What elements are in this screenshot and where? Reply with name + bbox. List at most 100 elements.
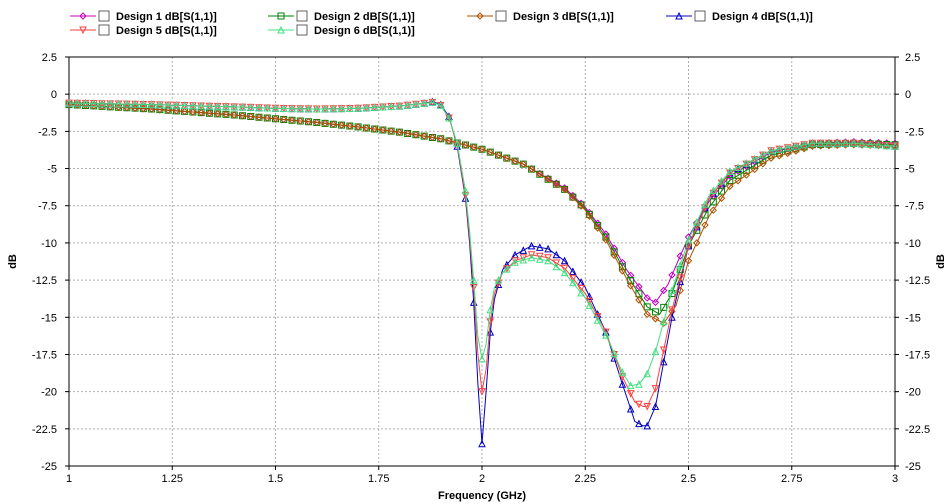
series-marker — [502, 265, 511, 273]
legend-item-design-6[interactable]: Design 6 dB[S(1,1)] — [268, 24, 415, 37]
series-marker — [643, 310, 651, 319]
legend-item-design-3[interactable]: Design 3 dB[S(1,1)] — [467, 10, 614, 23]
series-marker — [552, 259, 561, 268]
series-marker — [123, 100, 131, 108]
series-marker — [296, 104, 305, 113]
series-marker — [602, 236, 610, 244]
legend-checkbox[interactable] — [98, 10, 110, 22]
series-marker — [651, 385, 660, 393]
y-tick-label: 2.5 — [42, 52, 57, 64]
series-marker — [370, 125, 379, 133]
series-marker — [362, 124, 371, 132]
y-tick-label-right: -25 — [905, 461, 921, 473]
series-marker — [800, 140, 808, 149]
legend-item-design-4[interactable]: Design 4 dB[S(1,1)] — [666, 10, 813, 23]
series-marker — [610, 251, 618, 260]
legend-checkbox[interactable] — [296, 10, 308, 22]
series-marker — [395, 101, 404, 110]
legend: Design 1 dB[S(1,1)] Design 2 dB[S(1,1)] De… — [70, 10, 813, 37]
series-marker — [428, 133, 437, 142]
x-tick-label: 2.75 — [781, 473, 802, 485]
series-marker — [470, 143, 478, 151]
series-marker — [750, 165, 759, 174]
series-marker — [519, 254, 528, 262]
x-tick-label: 3 — [892, 473, 898, 485]
series-marker — [527, 165, 536, 173]
series-marker — [676, 252, 684, 260]
series-marker — [610, 349, 618, 358]
series-marker — [197, 108, 205, 117]
legend-item-design-2[interactable]: Design 2 dB[S(1,1)] — [268, 10, 415, 23]
series-marker — [585, 210, 593, 218]
series-marker — [296, 117, 304, 125]
series-marker — [536, 255, 544, 263]
series-marker — [659, 346, 668, 355]
legend-checkbox[interactable] — [694, 10, 706, 22]
series-marker — [197, 101, 205, 110]
series-marker — [354, 104, 362, 112]
series-marker — [370, 103, 379, 111]
series-marker — [552, 250, 561, 259]
series-marker — [783, 149, 792, 158]
legend-checkbox[interactable] — [495, 10, 507, 22]
series-marker — [503, 154, 511, 162]
legend-checkbox[interactable] — [98, 24, 110, 36]
series-marker — [577, 284, 585, 293]
series-marker — [139, 100, 148, 108]
series-marker — [618, 258, 627, 267]
series-marker — [734, 163, 742, 171]
series-marker — [668, 306, 676, 314]
legend-item-design-5[interactable]: Design 5 dB[S(1,1)] — [70, 24, 217, 37]
x-tick-label: 2 — [479, 473, 485, 485]
series-marker — [858, 139, 866, 148]
series-marker — [684, 235, 693, 244]
series-marker — [552, 180, 561, 189]
series-marker — [213, 102, 222, 110]
series-marker — [238, 112, 247, 120]
series-marker — [527, 251, 536, 259]
series-marker — [643, 369, 652, 378]
series-marker — [775, 145, 784, 153]
legend-item-design-1[interactable]: Design 1 dB[S(1,1)] — [70, 10, 217, 23]
series-marker — [114, 103, 123, 111]
series-marker — [709, 198, 717, 206]
legend-checkbox[interactable] — [296, 24, 308, 36]
y-tick-label-right: -20 — [905, 387, 921, 399]
y-axis-label-left: dB — [7, 254, 19, 269]
series-marker — [536, 170, 544, 178]
series-marker — [635, 400, 643, 409]
series-marker — [329, 120, 338, 128]
series-marker — [618, 263, 626, 271]
legend-label: Design 4 dB[S(1,1)] — [712, 11, 813, 23]
series-marker — [288, 104, 296, 113]
series-marker — [114, 99, 123, 108]
series-marker — [891, 139, 899, 147]
series-marker — [279, 104, 288, 112]
series-marker — [387, 127, 395, 135]
series-marker — [668, 271, 676, 279]
series-marker — [247, 112, 255, 121]
series-marker — [742, 159, 751, 167]
series-marker — [742, 171, 751, 179]
y-tick-label-right: 2.5 — [905, 52, 920, 64]
series-marker — [387, 127, 395, 135]
series-marker — [486, 305, 495, 314]
y-tick-label: -2.5 — [38, 126, 57, 138]
legend-swatch-marker — [79, 12, 87, 20]
series-marker — [321, 104, 329, 113]
series-marker — [635, 419, 643, 428]
series-marker — [544, 174, 552, 183]
series-marker — [164, 106, 172, 114]
series-marker — [403, 101, 412, 109]
series-marker — [461, 186, 470, 195]
series-marker — [585, 297, 594, 306]
series-marker — [445, 113, 453, 122]
series-marker — [371, 125, 379, 133]
series-marker — [272, 115, 279, 123]
series-marker — [626, 282, 635, 290]
series-marker — [156, 100, 164, 109]
series-marker — [403, 129, 412, 138]
series-marker — [164, 106, 172, 114]
series-marker — [709, 206, 717, 214]
series-marker — [643, 294, 651, 302]
